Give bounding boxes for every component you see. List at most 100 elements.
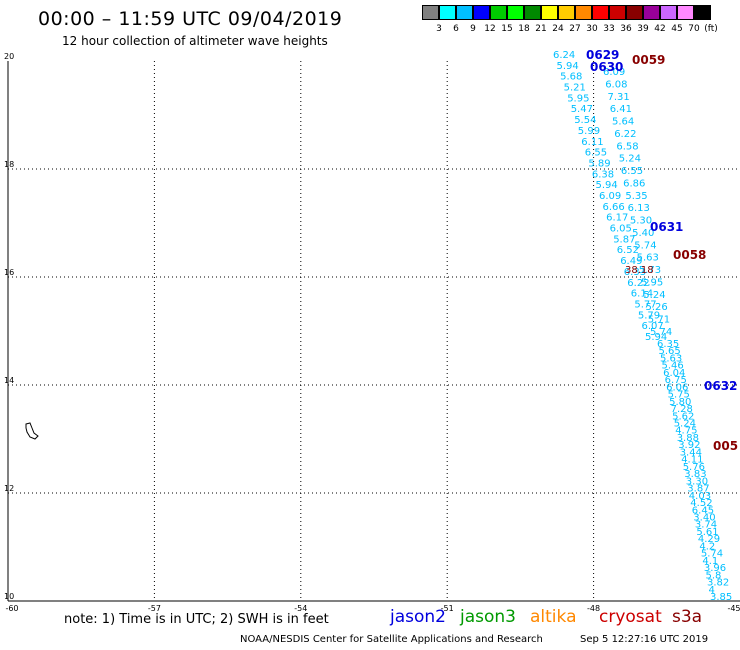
- lon-tick-label: -57: [148, 604, 161, 613]
- wave-height-value: 4.52: [690, 498, 712, 509]
- lon-tick-label: -60: [5, 604, 18, 613]
- wave-height-value: 6.38: [592, 169, 614, 180]
- colorbar-swatch: [422, 5, 439, 20]
- wave-height-value: 5.62: [672, 411, 694, 422]
- wave-height-value: 5.8: [706, 570, 722, 581]
- wave-height-value: 5.46: [662, 361, 684, 372]
- axis-tick-labels: -60 -57 -54 -51 -48 -45 20 18 16 14 12 10: [4, 52, 740, 613]
- wave-height-value: 4.11: [681, 455, 703, 466]
- wave-height-value: 6.09: [599, 191, 621, 202]
- colorbar-swatch: [490, 5, 507, 20]
- wave-height-value: 6.07: [642, 321, 664, 332]
- wave-height-value: 3.30: [686, 476, 708, 487]
- wave-height-value: 5.74: [701, 549, 723, 560]
- colorbar-label: 42: [654, 24, 666, 34]
- credit-line: NOAA/NESDIS Center for Satellite Applica…: [240, 634, 543, 645]
- legend-item-jason3: jason3: [460, 607, 516, 627]
- wave-height-value: 6.14: [631, 289, 653, 300]
- wave-height-value: 6.66: [603, 202, 625, 213]
- lat-tick-label: 12: [4, 484, 14, 493]
- legend-item-altika: altika: [530, 607, 577, 627]
- colorbar-label: 33: [603, 24, 615, 34]
- pass-number-label: 0632: [704, 379, 737, 393]
- wave-height-value: 6.04: [663, 368, 685, 379]
- pass-number-label: 0630: [590, 60, 623, 74]
- wave-height-value: 5.77: [634, 300, 656, 311]
- wave-height-value: 5.76: [683, 462, 705, 473]
- wave-height-value: 5.47: [571, 104, 593, 115]
- wave-height-value: 3.83: [684, 469, 706, 480]
- colorbar-swatch: [439, 5, 456, 20]
- colorbar-label: 30: [586, 24, 598, 34]
- wave-height-value: 5.61: [696, 527, 718, 538]
- legend-item-cryosat: cryosat: [599, 607, 662, 627]
- pass-number-label: 0629: [586, 48, 619, 62]
- wave-height-value: 6.11: [581, 137, 603, 148]
- wave-height-value: 6.86: [623, 178, 645, 189]
- wave-height-value: 6.41: [610, 104, 632, 115]
- colorbar-swatch: [473, 5, 490, 20]
- wave-height-value: 5.95: [641, 278, 663, 289]
- colorbar-swatch: [592, 5, 609, 20]
- wave-height-value: 4: [709, 585, 715, 596]
- colorbar-label: 70: [688, 24, 700, 34]
- wave-height-value: 5.71: [648, 315, 670, 326]
- wave-height-value: 6.22: [614, 129, 636, 140]
- wave-height-value: 7.31: [608, 92, 630, 103]
- colorbar-swatch: [507, 5, 524, 20]
- wave-height-value: 5.99: [578, 126, 600, 137]
- wave-height-value: 6.58: [616, 141, 638, 152]
- island-outline: [25, 422, 39, 440]
- wave-height-value: 5.75: [668, 390, 690, 401]
- wave-height-value: 5.35: [625, 191, 647, 202]
- lon-tick-label: -48: [587, 604, 600, 613]
- wave-height-value: 3.85: [710, 592, 732, 603]
- colorbar-label: 24: [552, 24, 564, 34]
- colorbar-swatch: [575, 5, 592, 20]
- units-note: note: 1) Time is in UTC; 2) SWH is in fe…: [64, 612, 329, 627]
- wave-height-value: 5.80: [669, 397, 691, 408]
- generated-timestamp: Sep 5 12:27:16 UTC 2019: [580, 634, 709, 645]
- wave-height-value: 4.29: [698, 534, 720, 545]
- colorbar-swatch: [643, 5, 660, 20]
- lat-tick-label: 16: [4, 268, 14, 277]
- wave-height-value: 5.40: [632, 228, 654, 239]
- wave-height-value: 3.40: [693, 513, 715, 524]
- lat-lon-grid: [7, 61, 740, 602]
- wave-height-value: 6.08: [605, 79, 627, 90]
- wave-height-value: 5.21: [564, 83, 586, 94]
- page-subtitle: 12 hour collection of altimeter wave hei…: [62, 34, 328, 48]
- wave-height-value: 4.1: [702, 556, 718, 567]
- wave-height-value: 6.49: [620, 256, 642, 267]
- wave-height-value: 5.63: [637, 253, 659, 264]
- colorbar-swatch: [694, 5, 711, 20]
- wave-height-value: 4.03: [689, 491, 711, 502]
- colorbar-label: 45: [671, 24, 683, 34]
- lon-tick-label: -45: [727, 604, 740, 613]
- colorbar-label: 6: [453, 24, 459, 34]
- wave-height-value: 5.74: [634, 240, 656, 251]
- wave-height-value: 5.63: [660, 354, 682, 365]
- wave-height-value: 6.75: [665, 375, 687, 386]
- lon-tick-label: -54: [294, 604, 307, 613]
- wave-height-value: 5.24: [643, 290, 665, 301]
- colorbar-swatch: [456, 5, 473, 20]
- wave-height-value: 5.54: [574, 115, 596, 126]
- colorbar-swatch: [609, 5, 626, 20]
- wave-height-value: 3.87: [687, 484, 709, 495]
- wave-height-value: 5.26: [646, 302, 668, 313]
- legend-item-jason2: jason2: [390, 607, 446, 627]
- wave-height-value: 6.13: [628, 203, 650, 214]
- pass-number-label: 0631: [650, 220, 683, 234]
- wave-height-value: 5.64: [612, 117, 634, 128]
- lat-tick-label: 14: [4, 376, 14, 385]
- wave-height-value: 5.24: [674, 419, 696, 430]
- altimeter-track: 6.245.945.685.215.955.475.545.996.116.55…: [553, 48, 738, 603]
- wave-height-value: 6.52: [617, 245, 639, 256]
- high-wave-value: 38.18: [625, 265, 654, 276]
- wave-height-value: 6.45: [692, 505, 714, 516]
- wave-height-value: 3.96: [704, 563, 726, 574]
- colorbar-label: 12: [484, 24, 496, 34]
- wave-height-value: 5.30: [630, 216, 652, 227]
